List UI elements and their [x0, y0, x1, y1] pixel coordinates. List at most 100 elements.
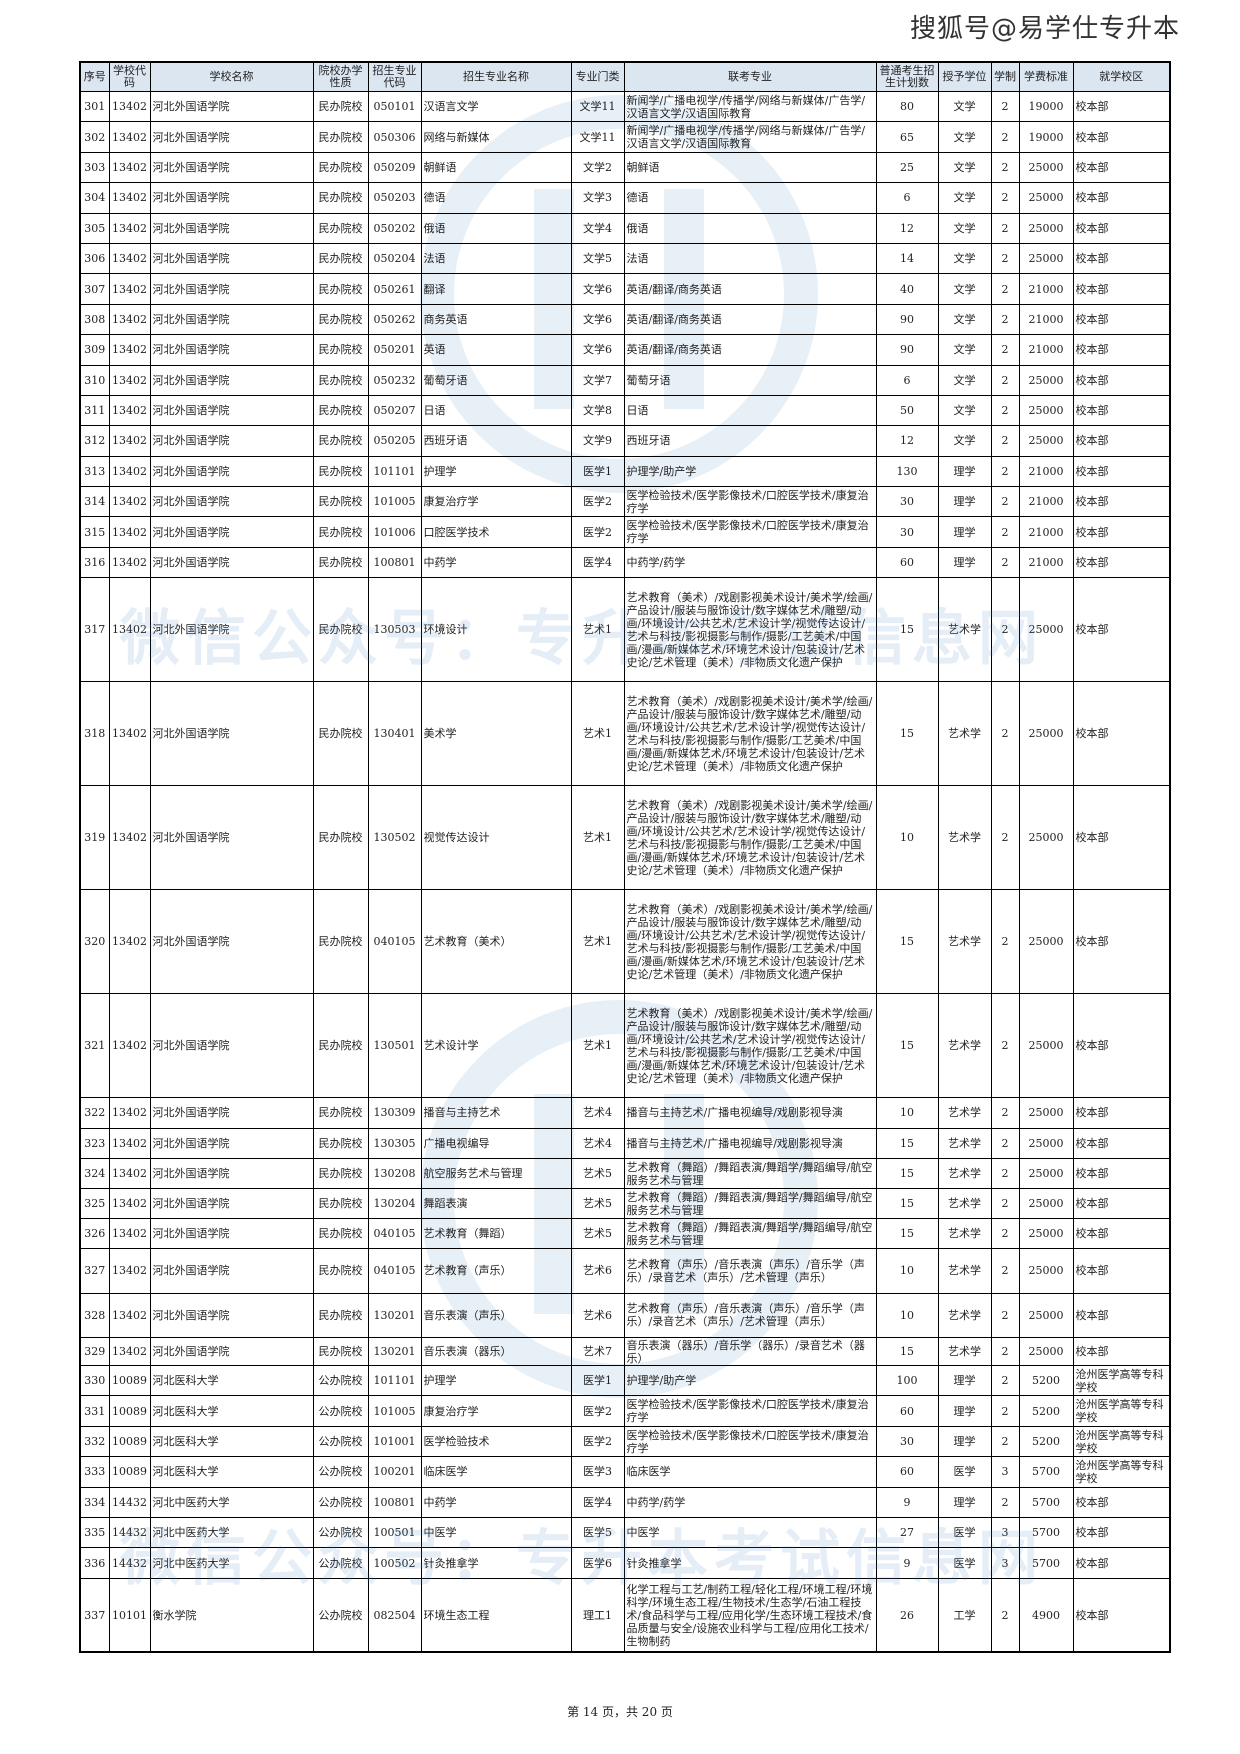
cell-campus: 校本部	[1072, 516, 1171, 548]
cell-school-code: 13402	[108, 182, 151, 214]
cell-school-name: 河北外国语学院	[149, 889, 314, 995]
cell-campus: 校本部	[1072, 1188, 1171, 1220]
cell-joint-exam-majors: 中药学/药学	[623, 546, 877, 579]
cell-major-name: 艺术教育（舞蹈）	[420, 1218, 572, 1250]
cell-seq: 312	[79, 425, 110, 457]
cell-tuition: 25000	[1018, 1337, 1074, 1367]
cell-seq: 308	[79, 303, 110, 336]
cell-joint-exam-majors: 艺术教育（美术）/戏剧影视美术设计/美术学/绘画/产品设计/服装与服饰设计/数字…	[623, 993, 877, 1099]
cell-campus: 校本部	[1072, 785, 1171, 891]
cell-tuition: 21000	[1018, 546, 1074, 579]
cell-major-code: 050207	[367, 394, 422, 427]
cell-major-code: 050201	[367, 334, 422, 366]
cell-school-code: 13402	[108, 486, 151, 518]
cell-category: 文学6	[570, 334, 625, 366]
cell-campus: 校本部	[1072, 425, 1171, 457]
cell-campus: 校本部	[1072, 889, 1171, 995]
cell-degree: 艺术学	[937, 1097, 992, 1129]
cell-major-name: 商务英语	[420, 303, 572, 336]
cell-category: 文学2	[570, 151, 625, 184]
cell-tuition: 25000	[1018, 182, 1074, 214]
header-category: 专业门类	[570, 61, 625, 92]
table-row: 305 13402 河北外国语学院 民办院校 050202 俄语 文学4 俄语 12 文学 2 250…	[79, 212, 1171, 244]
cell-major-name: 舞蹈表演	[420, 1188, 572, 1220]
table-row: 307 13402 河北外国语学院 民办院校 050261 翻译 文学6 英语/翻译/商务英语…	[79, 273, 1171, 305]
cell-school-type: 民办院校	[312, 785, 369, 891]
cell-seq: 332	[79, 1425, 110, 1458]
cell-major-code: 101005	[367, 1395, 422, 1427]
cell-degree: 艺术学	[937, 1158, 992, 1190]
cell-plan-count: 10	[875, 785, 939, 891]
cell-campus: 校本部	[1072, 1516, 1171, 1549]
cell-tuition: 21000	[1018, 273, 1074, 305]
cell-duration: 2	[990, 1395, 1020, 1427]
cell-school-code: 10101	[108, 1577, 151, 1653]
cell-degree: 艺术学	[937, 785, 992, 891]
cell-school-type: 民办院校	[312, 425, 369, 457]
cell-degree: 文学	[937, 151, 992, 184]
cell-category: 文学11	[570, 90, 625, 123]
cell-tuition: 5700	[1018, 1456, 1074, 1488]
table-row: 308 13402 河北外国语学院 民办院校 050262 商务英语 文学6 英语/翻译/商务…	[79, 303, 1171, 336]
cell-joint-exam-majors: 艺术教育（声乐）/音乐表演（声乐）/音乐学（声乐）/录音艺术（声乐）/艺术管理（…	[623, 1248, 877, 1294]
cell-campus: 沧州医学高等专科学校	[1072, 1456, 1171, 1488]
cell-tuition: 5200	[1018, 1365, 1074, 1397]
cell-tuition: 21000	[1018, 455, 1074, 488]
cell-major-name: 音乐表演（器乐）	[420, 1337, 572, 1367]
cell-major-code: 101101	[367, 455, 422, 488]
cell-duration: 2	[990, 577, 1020, 683]
header-duration: 学制	[990, 61, 1020, 92]
cell-major-code: 101005	[367, 486, 422, 518]
cell-joint-exam-majors: 医学检验技术/医学影像技术/口腔医学技术/康复治疗学	[623, 1425, 877, 1458]
cell-major-name: 翻译	[420, 273, 572, 305]
cell-school-type: 公办院校	[312, 1516, 369, 1549]
cell-joint-exam-majors: 播音与主持艺术/广播电视编导/戏剧影视导演	[623, 1097, 877, 1129]
cell-school-type: 民办院校	[312, 1097, 369, 1129]
cell-category: 医学1	[570, 1365, 625, 1397]
cell-seq: 322	[79, 1097, 110, 1129]
cell-degree: 医学	[937, 1547, 992, 1579]
cell-school-code: 13402	[108, 1337, 151, 1367]
cell-joint-exam-majors: 俄语	[623, 212, 877, 244]
cell-major-code: 130501	[367, 993, 422, 1099]
cell-major-code: 050202	[367, 212, 422, 244]
enrollment-table: 序号 学校代码 学校名称 院校办学性质 招生专业代码 招生专业名称 专业门类 联考专业 普通考生…	[79, 61, 1171, 1654]
cell-joint-exam-majors: 艺术教育（舞蹈）/舞蹈表演/舞蹈学/舞蹈编导/航空服务艺术与管理	[623, 1188, 877, 1220]
cell-degree: 文学	[937, 364, 992, 396]
cell-joint-exam-majors: 中药学/药学	[623, 1486, 877, 1518]
cell-duration: 2	[990, 546, 1020, 579]
cell-seq: 306	[79, 242, 110, 275]
cell-degree: 文学	[937, 212, 992, 244]
cell-campus: 校本部	[1072, 455, 1171, 488]
cell-major-name: 朝鲜语	[420, 151, 572, 184]
cell-joint-exam-majors: 葡萄牙语	[623, 364, 877, 396]
cell-category: 医学3	[570, 1456, 625, 1488]
cell-school-code: 14432	[108, 1486, 151, 1518]
cell-degree: 文学	[937, 121, 992, 153]
cell-duration: 2	[990, 334, 1020, 366]
cell-campus: 校本部	[1072, 681, 1171, 787]
cell-major-name: 口腔医学技术	[420, 516, 572, 548]
cell-tuition: 4900	[1018, 1577, 1074, 1653]
cell-seq: 329	[79, 1337, 110, 1367]
cell-school-code: 13402	[108, 455, 151, 488]
header-plan-count: 普通考生招生计划数	[875, 61, 939, 92]
cell-category: 医学1	[570, 455, 625, 488]
cell-school-type: 民办院校	[312, 364, 369, 396]
cell-plan-count: 10	[875, 1292, 939, 1339]
cell-school-name: 河北外国语学院	[149, 425, 314, 457]
cell-duration: 2	[990, 1486, 1020, 1518]
cell-degree: 文学	[937, 334, 992, 366]
cell-duration: 2	[990, 364, 1020, 396]
cell-major-name: 葡萄牙语	[420, 364, 572, 396]
table-row: 313 13402 河北外国语学院 民办院校 101101 护理学 医学1 护理学/助产学 13…	[79, 455, 1171, 488]
cell-campus: 校本部	[1072, 1292, 1171, 1339]
cell-major-code: 050306	[367, 121, 422, 153]
cell-school-type: 民办院校	[312, 90, 369, 123]
cell-joint-exam-majors: 针灸推拿学	[623, 1547, 877, 1579]
table-row: 321 13402 河北外国语学院 民办院校 130501 艺术设计学 艺术1 艺术教育（美术…	[79, 993, 1171, 1099]
cell-category: 医学6	[570, 1547, 625, 1579]
cell-joint-exam-majors: 英语/翻译/商务英语	[623, 273, 877, 305]
cell-plan-count: 60	[875, 546, 939, 579]
cell-duration: 2	[990, 1292, 1020, 1339]
